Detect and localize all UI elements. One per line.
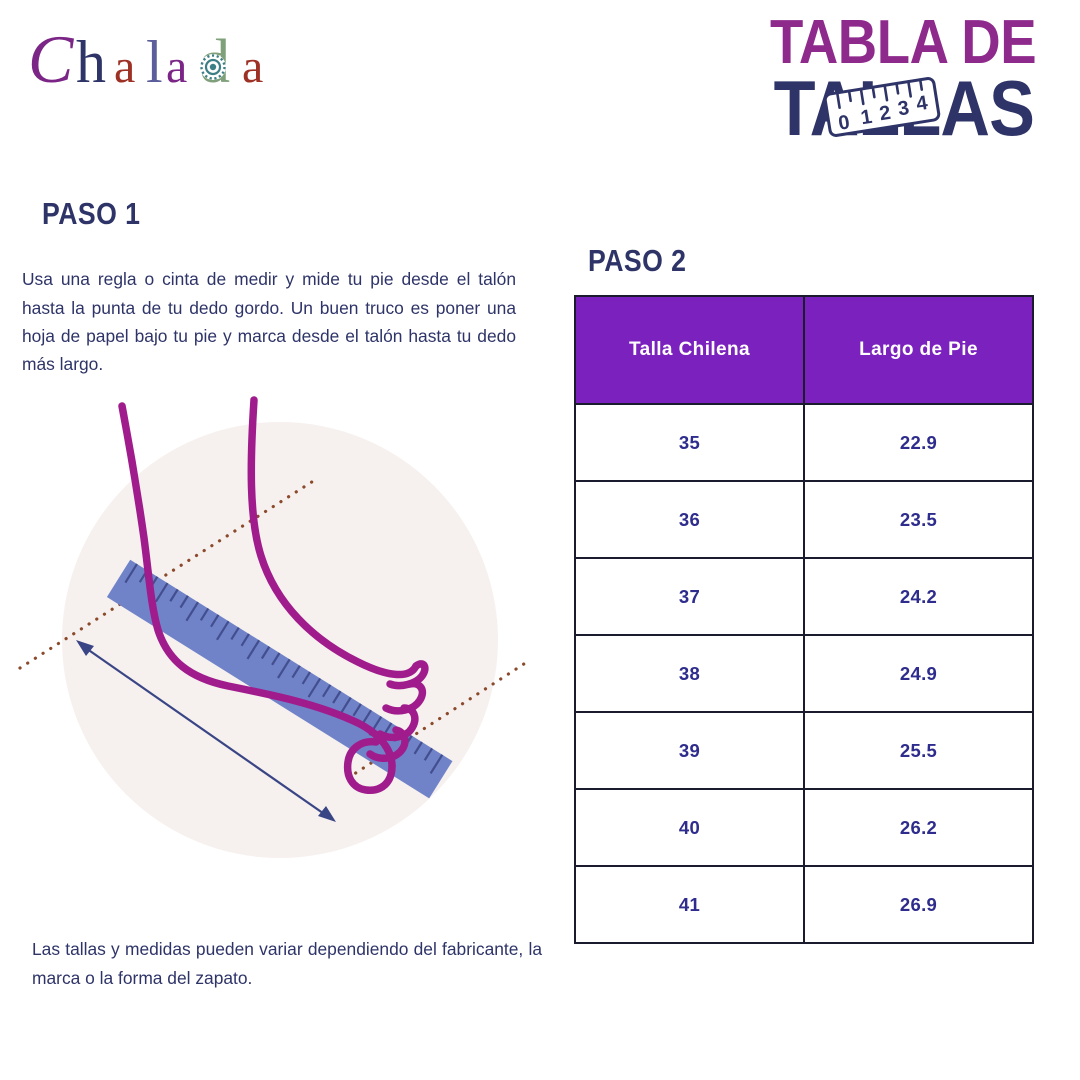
step2-heading: PASO 2	[588, 243, 687, 278]
foot-outline	[118, 396, 429, 794]
ruler-number-1: 1	[859, 106, 873, 129]
step1-body-text: Usa una regla o cinta de medir y mide tu…	[22, 269, 516, 374]
size-table: Talla Chilena Largo de Pie 35 22.9 36 23.5 3…	[574, 295, 1034, 944]
chalada-logotype: C h a l a d a	[28, 21, 263, 97]
cell-talla-chilena: 41	[574, 865, 805, 944]
brand-logo: C h a l a d a	[24, 20, 304, 100]
column-header-talla-chilena: Talla Chilena	[574, 295, 805, 405]
step1-heading: PASO 1	[42, 196, 141, 231]
table-row: 36 23.5	[574, 480, 1034, 559]
cell-largo-de-pie: 25.5	[803, 711, 1034, 790]
logo-letter-a1: a	[114, 40, 135, 93]
cell-largo-de-pie: 23.5	[803, 480, 1034, 559]
footer-disclaimer: Las tallas y medidas pueden variar depen…	[32, 939, 542, 988]
table-row: 41 26.9	[574, 865, 1034, 944]
table-body: 35 22.9 36 23.5 37 24.2 38 24.9 39 25.5 40 26.2 41 26…	[574, 403, 1034, 944]
logo-letter-c: C	[28, 21, 74, 97]
title-line-1: TABLA DE	[770, 8, 1037, 77]
cell-talla-chilena: 38	[574, 634, 805, 713]
logo-letter-l: l	[146, 29, 163, 95]
table-row: 38 24.9	[574, 634, 1034, 713]
cell-talla-chilena: 37	[574, 557, 805, 636]
header-title: TABLA DE TALLAS 0 1 2 3 4	[734, 8, 1037, 194]
cell-largo-de-pie: 24.9	[803, 634, 1034, 713]
cell-talla-chilena: 40	[574, 788, 805, 867]
foot-measuring-illustration	[18, 396, 532, 858]
ruler-badge-icon: 0 1 2 3 4	[823, 77, 941, 137]
table-row: 39 25.5	[574, 711, 1034, 790]
cell-talla-chilena: 36	[574, 480, 805, 559]
table-row: 40 26.2	[574, 788, 1034, 867]
sunburst-ornament-icon	[200, 54, 226, 80]
logo-letter-h: h	[76, 29, 106, 95]
cell-largo-de-pie: 22.9	[803, 403, 1034, 482]
table-header-row: Talla Chilena Largo de Pie	[574, 295, 1034, 405]
cell-talla-chilena: 35	[574, 403, 805, 482]
cell-largo-de-pie: 26.2	[803, 788, 1034, 867]
column-header-largo-de-pie: Largo de Pie	[803, 295, 1034, 405]
ruler-number-2: 2	[878, 102, 892, 125]
ruler-number-4: 4	[915, 92, 930, 116]
logo-letter-a3: a	[242, 40, 263, 93]
logo-letter-a2: a	[166, 40, 187, 93]
measurement-arrow	[76, 640, 336, 822]
ruler-number-0: 0	[837, 111, 851, 134]
cell-talla-chilena: 39	[574, 711, 805, 790]
table-row: 35 22.9	[574, 403, 1034, 482]
table-row: 37 24.2	[574, 557, 1034, 636]
cell-largo-de-pie: 26.9	[803, 865, 1034, 944]
cell-largo-de-pie: 24.2	[803, 557, 1034, 636]
ruler-number-3: 3	[896, 97, 910, 120]
